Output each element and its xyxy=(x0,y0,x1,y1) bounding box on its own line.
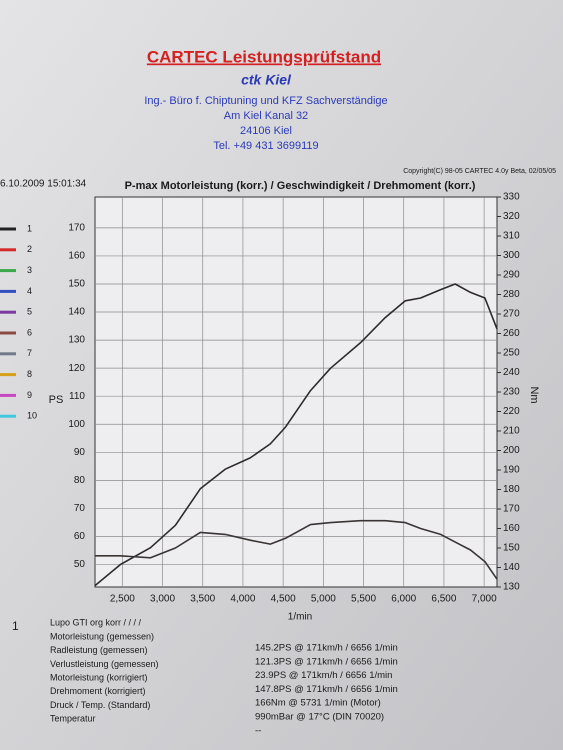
y-tick-label: 130 xyxy=(68,335,85,346)
y-tick-label: 170 xyxy=(68,223,85,234)
y2-tick-label: 320 xyxy=(503,211,520,222)
x-tick-label: 6,000 xyxy=(391,594,416,605)
result-label: Druck / Temp. (Standard) xyxy=(50,700,150,710)
legend-label: 4 xyxy=(27,286,32,296)
y-tick-label: 100 xyxy=(68,419,85,430)
result-label: Radleistung (gemessen) xyxy=(50,645,148,655)
y2-tick-label: 330 xyxy=(503,192,520,203)
legend-swatch xyxy=(0,248,16,252)
chart-title: P-max Motorleistung (korr.) / Geschwindi… xyxy=(125,180,476,192)
legend-swatch xyxy=(0,227,16,231)
result-value: 990mBar @ 17°C (DIN 70020) xyxy=(255,712,384,723)
curve xyxy=(94,283,498,587)
y2-tick-label: 260 xyxy=(503,328,520,339)
x-axis-label: 1/min xyxy=(288,612,312,623)
legend-label: 10 xyxy=(27,411,37,421)
result-label: Motorleistung (gemessen) xyxy=(50,631,154,641)
legend-swatch xyxy=(0,373,16,377)
y2-tick-label: 220 xyxy=(503,406,520,417)
x-tick-label: 7,000 xyxy=(472,594,497,605)
y-axis-label: PS xyxy=(49,394,64,406)
x-tick-label: 5,500 xyxy=(351,594,376,605)
legend-swatch xyxy=(0,269,16,273)
y-tick-label: 150 xyxy=(68,279,85,290)
y2-tick-label: 270 xyxy=(503,309,520,320)
y2-tick-label: 180 xyxy=(503,484,520,495)
legend-label: 5 xyxy=(27,307,32,317)
legend-label: 2 xyxy=(27,244,32,254)
legend-label: 7 xyxy=(27,348,32,358)
company: ctk Kiel xyxy=(241,72,292,88)
legend-label: 6 xyxy=(27,327,32,337)
y2-tick-label: 130 xyxy=(503,582,520,593)
header-line: Am Kiel Kanal 32 xyxy=(224,110,308,122)
item-number: 1 xyxy=(12,619,19,633)
legend-swatch xyxy=(0,289,16,293)
result-value: 121.3PS @ 171km/h / 6656 1/min xyxy=(255,656,398,667)
y2-tick-label: 160 xyxy=(503,523,520,534)
result-value: 147.8PS @ 171km/h / 6656 1/min xyxy=(255,684,398,695)
x-tick-label: 4,500 xyxy=(271,594,296,605)
y2-tick-label: 200 xyxy=(503,445,520,456)
legend-swatch xyxy=(0,310,16,314)
legend-swatch xyxy=(0,352,16,356)
header-title: CARTEC Leistungsprüfstand xyxy=(147,47,381,66)
y-tick-label: 140 xyxy=(68,307,85,318)
header-line: Tel. +49 431 3699119 xyxy=(213,140,318,152)
legend-label: 9 xyxy=(27,390,32,400)
legend-label: 1 xyxy=(27,223,32,233)
copyright: Copyright(C) 98-05 CARTEC 4.0y Beta, 02/… xyxy=(403,168,556,175)
legend-swatch xyxy=(0,331,16,335)
y-tick-label: 160 xyxy=(68,251,85,262)
x-tick-label: 3,500 xyxy=(190,594,215,605)
y-tick-label: 90 xyxy=(74,447,86,458)
result-label: Motorleistung (korrigiert) xyxy=(50,672,148,682)
result-value: 166Nm @ 5731 1/min (Motor) xyxy=(255,698,381,709)
y-tick-label: 120 xyxy=(68,363,85,374)
result-value: 23.9PS @ 171km/h / 6656 1/min xyxy=(255,670,392,681)
legend-swatch xyxy=(0,414,16,418)
x-tick-label: 6,500 xyxy=(431,594,456,605)
header-line: 24106 Kiel xyxy=(240,125,292,137)
legend-label: 3 xyxy=(27,265,32,275)
y-tick-label: 80 xyxy=(74,475,86,486)
timestamp: 6.10.2009 15:01:34 xyxy=(0,179,87,190)
x-tick-label: 3,000 xyxy=(150,594,175,605)
results-heading: Lupo GTI org korr / / / / xyxy=(50,617,142,627)
y-tick-label: 60 xyxy=(74,531,86,542)
y2-tick-label: 150 xyxy=(503,543,520,554)
y-tick-label: 50 xyxy=(74,559,86,570)
plot-area xyxy=(94,196,498,588)
y2-tick-label: 230 xyxy=(503,387,520,398)
header-line: Ing.- Büro f. Chiptuning und KFZ Sachver… xyxy=(144,95,387,107)
y-tick-label: 110 xyxy=(69,391,85,402)
y2-tick-label: 210 xyxy=(503,426,520,437)
y2-axis-label: Nm xyxy=(528,386,540,403)
x-tick-label: 5,000 xyxy=(311,594,336,605)
y2-tick-label: 240 xyxy=(503,367,520,378)
y2-tick-label: 190 xyxy=(503,465,520,476)
y2-tick-label: 170 xyxy=(503,504,520,515)
y2-tick-label: 250 xyxy=(503,348,520,359)
y2-tick-label: 140 xyxy=(503,562,520,573)
result-label: Drehmoment (korrigiert) xyxy=(50,686,146,696)
x-tick-label: 2,500 xyxy=(110,594,135,605)
curve xyxy=(95,519,498,580)
result-value: -- xyxy=(255,725,261,736)
y2-tick-label: 300 xyxy=(503,250,520,261)
legend-label: 8 xyxy=(27,369,32,379)
y2-tick-label: 280 xyxy=(503,289,520,300)
legend-swatch xyxy=(0,393,16,397)
result-value: 145.2PS @ 171km/h / 6656 1/min xyxy=(255,643,398,654)
y2-tick-label: 310 xyxy=(503,231,520,242)
y-tick-label: 70 xyxy=(74,503,86,514)
result-label: Verlustleistung (gemessen) xyxy=(50,659,159,669)
result-label: Temperatur xyxy=(50,714,96,724)
x-tick-label: 4,000 xyxy=(230,594,255,605)
y2-tick-label: 290 xyxy=(503,270,520,281)
